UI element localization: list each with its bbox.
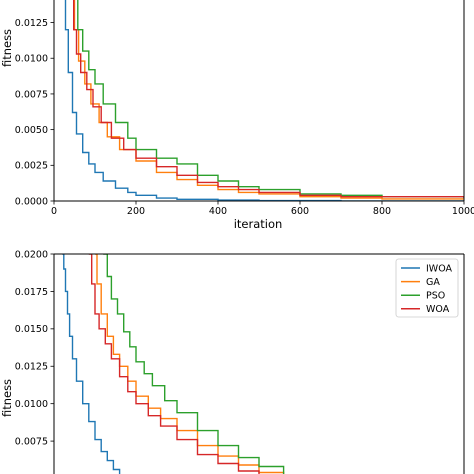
top-chart-line-woa: [73, 0, 464, 199]
bottom-chart-y-tick-label: 0.0150: [15, 324, 48, 335]
top-chart-x-tick-label: 200: [127, 206, 145, 217]
legend-label-pso: PSO: [426, 291, 445, 302]
bottom-chart-line-iwoa: [62, 254, 121, 474]
top-chart-axes: 0.0000 0.0025 0.0050 0.0075 0.0100 0.0125 0 200…: [15, 0, 474, 217]
top-chart-y-tick-label: 0.0000: [15, 196, 48, 207]
bottom-chart-y-tick-label: 0.0100: [15, 399, 48, 410]
legend-label-iwoa: IWOA: [426, 263, 453, 274]
bottom-chart-series: [62, 254, 285, 474]
bottom-chart: 0.00500.00750.01000.01250.01500.01750.02…: [0, 249, 465, 474]
bottom-chart-y-tick-label: 0.0075: [15, 436, 48, 447]
top-chart-y-tick-label: 0.0100: [15, 54, 48, 65]
top-chart-x-tick-label: 0: [51, 206, 57, 217]
chart-legend: IWOA GA PSO WOA: [395, 258, 459, 318]
top-chart-y-axis-label: fitness: [0, 29, 14, 67]
top-chart-x-tick-label: 600: [291, 206, 309, 217]
bottom-chart-line-woa: [88, 254, 260, 474]
top-chart-line-ga: [73, 0, 464, 200]
top-chart-line-pso: [77, 0, 464, 199]
top-chart-x-tick-label: 400: [209, 206, 227, 217]
bottom-chart-axes: 0.00500.00750.01000.01250.01500.01750.02…: [15, 249, 465, 474]
bottom-chart-y-axis-label: fitness: [0, 379, 14, 417]
bottom-chart-y-tick-label: 0.0175: [15, 287, 48, 298]
legend-box: [395, 258, 459, 318]
top-chart-y-tick-label: 0.0025: [15, 161, 48, 172]
top-chart: 0.0000 0.0025 0.0050 0.0075 0.0100 0.0125 0 200…: [0, 0, 474, 231]
bottom-chart-line-pso: [103, 254, 285, 474]
top-chart-x-tick-label: 1000: [452, 206, 474, 217]
top-chart-x-tick-label: 800: [373, 206, 391, 217]
legend-label-ga: GA: [426, 277, 440, 288]
top-chart-x-axis-label: iteration: [234, 217, 283, 231]
top-chart-line-iwoa: [64, 0, 464, 201]
legend-label-woa: WOA: [426, 304, 450, 315]
top-chart-series: [64, 0, 464, 201]
top-chart-y-tick-label: 0.0075: [15, 89, 48, 100]
top-chart-y-tick-label: 0.0050: [15, 125, 48, 136]
bottom-chart-y-tick-label: 0.0200: [15, 249, 48, 260]
top-chart-y-tick-label: 0.0125: [15, 18, 48, 29]
bottom-chart-line-ga: [95, 254, 285, 474]
bottom-chart-y-tick-label: 0.0125: [15, 362, 48, 373]
